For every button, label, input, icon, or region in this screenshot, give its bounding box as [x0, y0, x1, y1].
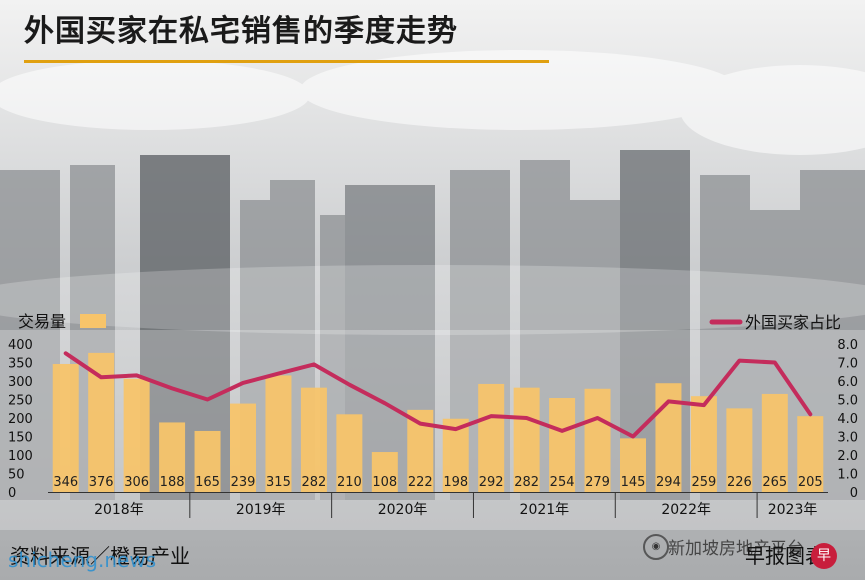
right-tick-label: 6.0 — [837, 375, 858, 390]
bar-value-label: 210 — [337, 475, 362, 490]
left-tick-label: 400 — [8, 338, 33, 353]
bar-value-label: 226 — [727, 475, 752, 490]
zaobao-logo-icon: 早 — [811, 543, 837, 569]
right-tick-label: 5.0 — [837, 394, 858, 409]
bar-value-label: 165 — [195, 475, 220, 490]
bar-value-label: 265 — [762, 475, 787, 490]
right-tick-label: 1.0 — [837, 468, 858, 483]
bar — [620, 438, 646, 492]
bar — [797, 416, 824, 492]
right-tick-label: 4.0 — [837, 412, 858, 427]
bar — [513, 387, 540, 492]
foreign-share-line — [63, 351, 813, 439]
year-label: 2018年 — [94, 502, 144, 518]
bar — [300, 387, 327, 492]
left-tick-label: 250 — [8, 394, 33, 409]
site-watermark: shicheng.news — [8, 548, 157, 572]
title-underline — [24, 60, 549, 63]
year-label: 2019年 — [236, 502, 286, 518]
right-tick-label: 0 — [850, 486, 858, 501]
right-axis-label: 外国买家占比 — [745, 313, 841, 332]
bar-value-label: 346 — [53, 475, 78, 490]
bar — [371, 452, 398, 492]
chart-title: 外国买家在私宅销售的季度走势 — [24, 14, 458, 49]
bar — [478, 383, 505, 492]
left-tick-label: 350 — [8, 357, 33, 372]
right-tick-label: 2.0 — [837, 449, 858, 464]
left-tick-label: 100 — [8, 449, 33, 464]
source-note: 资料来源／橙易产业 — [10, 544, 190, 568]
left-tick-label: 150 — [8, 431, 33, 446]
bar — [194, 430, 221, 492]
right-tick-label: 7.0 — [837, 357, 858, 372]
bar-value-label: 222 — [408, 475, 433, 490]
bar-value-label: 198 — [443, 475, 468, 490]
bar-value-label: 254 — [550, 475, 575, 490]
bar — [52, 363, 79, 492]
bar — [549, 398, 576, 492]
bar-value-label: 108 — [372, 475, 397, 490]
bar-value-label: 145 — [621, 475, 646, 490]
bar — [690, 396, 717, 492]
right-tick-label: 8.0 — [837, 338, 858, 353]
left-tick-label: 200 — [8, 412, 33, 427]
bar-value-label: 292 — [479, 475, 504, 490]
right-tick-label: 3.0 — [837, 431, 858, 446]
bar-value-label: 306 — [124, 475, 149, 490]
bar — [88, 352, 115, 492]
bar-value-label: 205 — [798, 475, 823, 490]
bar — [159, 422, 186, 492]
left-tick-label: 0 — [8, 486, 16, 501]
wechat-watermark: 新加坡房地产平台 — [668, 539, 804, 559]
bar-value-label: 239 — [231, 475, 256, 490]
bar-value-label: 259 — [691, 475, 716, 490]
bar-value-label: 188 — [160, 475, 185, 490]
bar-legend-swatch — [80, 314, 106, 328]
wechat-icon: ◉ — [643, 534, 669, 560]
year-label: 2020年 — [378, 502, 428, 518]
bar — [123, 378, 150, 492]
bar — [761, 393, 788, 492]
left-tick-label: 300 — [8, 375, 33, 390]
bar — [584, 388, 611, 492]
left-tick-label: 50 — [8, 468, 25, 483]
bar-value-label: 279 — [585, 475, 610, 490]
bar — [336, 414, 363, 492]
bar-value-label: 315 — [266, 475, 291, 490]
year-label: 2022年 — [661, 502, 711, 518]
bar — [265, 375, 292, 492]
year-label: 2021年 — [520, 502, 570, 518]
left-axis-label: 交易量 — [18, 312, 66, 331]
bar-value-label: 294 — [656, 475, 681, 490]
bar-value-label: 282 — [514, 475, 539, 490]
bar-value-label: 282 — [301, 475, 326, 490]
bar-value-label: 376 — [89, 475, 114, 490]
year-label: 2023年 — [768, 502, 818, 518]
bar — [230, 403, 256, 492]
bar — [726, 408, 753, 492]
